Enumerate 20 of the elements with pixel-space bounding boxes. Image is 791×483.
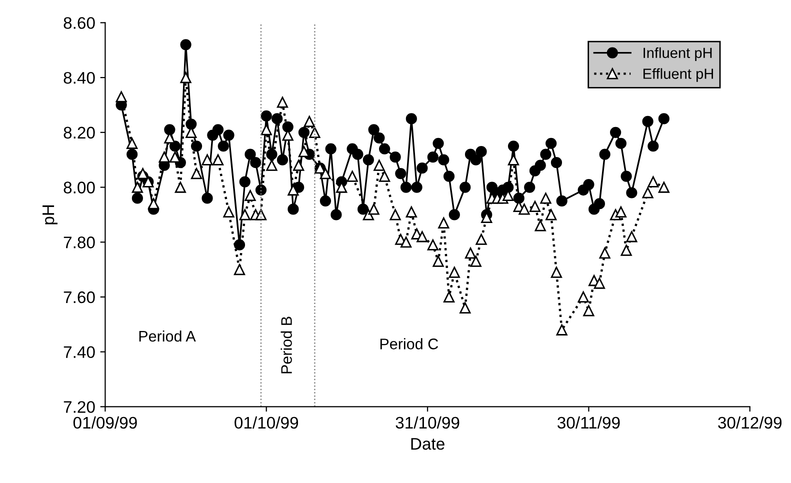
- y-tick-label: 8.40: [64, 72, 95, 84]
- x-tick-label: 30/11/99: [558, 416, 620, 429]
- y-tick-label: 8.20: [64, 126, 95, 139]
- y-tick-label: 7.20: [64, 401, 95, 413]
- x-tick-label: 01/09/99: [73, 416, 137, 429]
- annotation: Period A: [139, 330, 196, 342]
- annotation: Period B: [280, 316, 292, 374]
- y-tick-label: 7.80: [64, 236, 95, 248]
- x-tick-label: 01/10/99: [234, 416, 298, 429]
- y-tick-label: 7.40: [64, 346, 95, 358]
- x-tick-label: 31/10/99: [396, 416, 460, 429]
- annotation: Period C: [380, 338, 438, 350]
- y-tick-label: 7.60: [64, 291, 95, 304]
- legend-label: Effluent pH: [643, 68, 713, 82]
- y-axis-title: pH: [42, 205, 58, 224]
- y-tick-label: 8.00: [64, 182, 95, 194]
- x-axis-title: Date: [411, 438, 444, 450]
- legend-label: Influent pH: [644, 47, 712, 61]
- x-tick-label: 30/12/99: [718, 416, 782, 429]
- y-tick-label: 8.60: [64, 17, 95, 29]
